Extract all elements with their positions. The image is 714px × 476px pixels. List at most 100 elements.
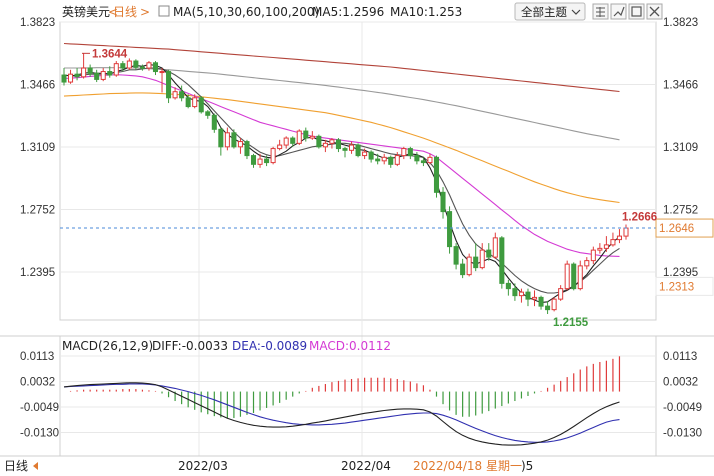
cursor-date: 2022/04/18 星期一 (413, 459, 522, 473)
candle-body (590, 249, 596, 262)
candle-body (466, 256, 472, 276)
low-annotation: 1.2155 (553, 317, 589, 329)
candle-body (401, 148, 407, 157)
macd-panel: 0.0113 0.0113 0.0032 0.0032 -0.0049 -0.0049 -0… (0, 335, 714, 457)
candle-body (486, 249, 492, 258)
price-y-tick-left: 1.3466 (20, 80, 55, 92)
candle-body (290, 137, 296, 144)
candle-body (283, 137, 289, 146)
candle-body (113, 63, 119, 76)
cursor-suffix: )5 (521, 459, 533, 473)
macd-y-tick-left: -0.0130 (20, 428, 59, 440)
lower-price-tag-box (655, 276, 714, 296)
theme-dropdown-label: 全部主题 (521, 5, 567, 19)
candle-body (94, 72, 100, 80)
candle-body (610, 239, 616, 246)
candle-body (368, 151, 374, 160)
candle-body (545, 305, 551, 311)
price-y-tick-left: 1.3109 (20, 142, 55, 154)
candle-body (244, 141, 250, 157)
period-label[interactable]: 日线 (113, 5, 137, 19)
candle-body (603, 244, 609, 249)
candle-body (427, 156, 433, 164)
candle-body (68, 73, 74, 83)
price-panel: 1.3823 1.3823 1.3466 1.3466 1.3109 1.3109 1.27… (20, 17, 714, 456)
candle-body (505, 282, 511, 290)
candle-body (172, 91, 178, 99)
price-y-tick-right: 1.2395 (663, 267, 698, 279)
candle-body (211, 114, 217, 130)
macd-params: MACD(26,12,9) (62, 339, 153, 353)
period-bracket-right: > (140, 5, 150, 19)
candle-body (407, 148, 413, 157)
candle-body (329, 139, 335, 144)
candle-body (388, 156, 394, 165)
candle-body (623, 227, 629, 237)
macd-y-tick-left: 0.0113 (20, 351, 54, 363)
candle-body (616, 235, 622, 241)
macd-y-tick-right: 0.0032 (663, 377, 698, 389)
candle-body (381, 156, 387, 162)
maximize-icon[interactable] (628, 3, 645, 20)
candle-body (492, 237, 498, 258)
candle-body (309, 135, 315, 139)
high-annotation: 1.3644 (92, 48, 128, 60)
footer-period: 日线 (4, 459, 28, 473)
scroll-left-icon[interactable] (33, 462, 38, 470)
candle-body (198, 97, 204, 113)
chart-header: 英镑美元 日线 < > MA(5,10,30,60,100,200) MA5:1… (62, 2, 663, 21)
window-controls (592, 3, 663, 20)
candle-body (531, 296, 538, 300)
lower-price-tag: 1.2313 (659, 281, 694, 293)
ma-settings-icon[interactable] (158, 5, 170, 17)
settings-icon[interactable] (610, 3, 627, 20)
ma-label: MA(5,10,30,60,100,200) (173, 5, 319, 19)
candle-body (257, 158, 263, 165)
candle-body (316, 135, 322, 148)
candle-body (120, 63, 126, 69)
candle-body (473, 256, 479, 269)
current-price-tag: 1.2646 (659, 223, 694, 235)
candle-body (538, 296, 544, 307)
price-y-tick-right: 1.3823 (663, 17, 698, 29)
macd-dea: DEA:-0.0089 (232, 339, 307, 353)
candle-body (277, 144, 283, 150)
ma-line-ma200 (63, 42, 620, 93)
theme-dropdown[interactable] (514, 2, 586, 21)
candle-body (525, 291, 531, 300)
candle-body (270, 148, 276, 164)
candle-body (179, 91, 185, 99)
price-y-tick-right: 1.3109 (663, 142, 698, 154)
candle-body (394, 155, 400, 165)
candle-body (335, 139, 341, 150)
macd-value: MACD:0.0112 (309, 339, 391, 353)
current-price-tag-box (655, 218, 714, 238)
candle-body (499, 237, 505, 284)
price-y-tick-left: 1.2395 (20, 267, 55, 279)
candle-body (512, 288, 518, 297)
candle-body (571, 263, 577, 290)
candle-body (231, 132, 237, 148)
candle-body (166, 71, 172, 99)
candle-body (440, 191, 446, 213)
candle-body (460, 263, 466, 276)
price-y-tick-left: 1.3823 (20, 17, 55, 29)
macd-header: MACD(26,12,9) DIFF:-0.0033 DEA:-0.0089 M… (62, 339, 391, 353)
ma10-label: MA10:1.253 (390, 5, 462, 19)
ma-line-ma30 (63, 74, 620, 257)
candle-body (558, 288, 564, 300)
date-label-april: 2022/04 (341, 459, 391, 473)
date-label-march: 2022/03 (178, 459, 228, 473)
ma-line-ma60 (63, 92, 620, 204)
candle-body (218, 128, 224, 148)
candle-body (597, 247, 603, 251)
candle-body (250, 155, 257, 165)
candle-body (146, 62, 152, 69)
candle-body (126, 60, 132, 69)
macd-y-tick-left: -0.0049 (20, 402, 59, 414)
candle-body (139, 66, 145, 69)
ma-line-ma10 (63, 67, 620, 294)
price-y-tick-right: 1.3466 (663, 80, 698, 92)
instrument-name: 英镑美元 (62, 4, 110, 19)
